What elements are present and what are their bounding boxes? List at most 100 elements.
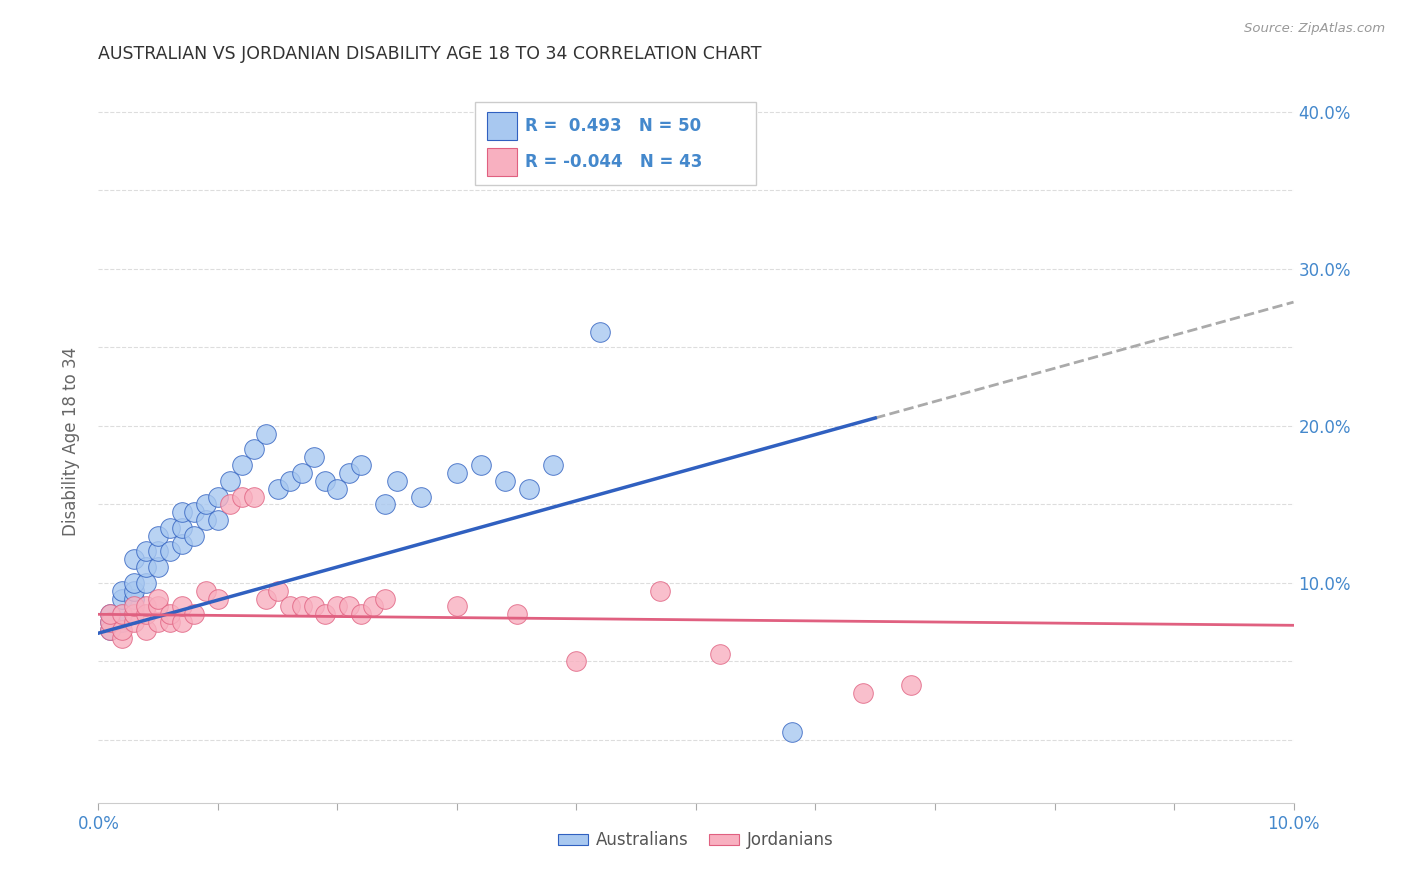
- Point: [111, 583, 134, 598]
- Point: [98, 623, 122, 637]
- Point: [650, 583, 672, 598]
- Point: [302, 450, 325, 465]
- Text: R = -0.044   N = 43: R = -0.044 N = 43: [524, 153, 703, 171]
- Point: [219, 474, 242, 488]
- Point: [326, 599, 349, 614]
- Point: [111, 631, 134, 645]
- Point: [243, 490, 266, 504]
- Point: [517, 482, 540, 496]
- Point: [159, 544, 181, 558]
- Point: [411, 490, 433, 504]
- Point: [172, 615, 194, 630]
- Point: [315, 607, 337, 622]
- Point: [159, 521, 181, 535]
- Point: [709, 647, 731, 661]
- Point: [195, 513, 218, 527]
- Point: [291, 466, 314, 480]
- Point: [385, 474, 409, 488]
- Point: [98, 607, 122, 622]
- Point: [135, 544, 157, 558]
- Point: [278, 474, 301, 488]
- Point: [254, 426, 277, 441]
- Point: [207, 513, 229, 527]
- Point: [111, 615, 134, 630]
- Point: [278, 599, 301, 614]
- Point: [267, 583, 290, 598]
- Point: [98, 615, 122, 630]
- Point: [159, 615, 181, 630]
- Point: [111, 623, 134, 637]
- Point: [374, 497, 396, 511]
- Point: [446, 466, 468, 480]
- Point: [183, 529, 205, 543]
- Point: [111, 591, 134, 606]
- Point: [98, 607, 122, 622]
- Point: [135, 607, 157, 622]
- Point: [339, 466, 361, 480]
- Point: [172, 599, 194, 614]
- Point: [124, 599, 146, 614]
- Point: [172, 505, 194, 519]
- Point: [124, 552, 146, 566]
- Point: [494, 474, 516, 488]
- Point: [254, 591, 277, 606]
- Text: R =  0.493   N = 50: R = 0.493 N = 50: [524, 117, 702, 135]
- Point: [350, 458, 373, 472]
- Point: [148, 591, 170, 606]
- Point: [195, 583, 218, 598]
- Point: [267, 482, 290, 496]
- Point: [148, 544, 170, 558]
- Point: [124, 583, 146, 598]
- Point: [589, 325, 612, 339]
- Point: [446, 599, 468, 614]
- Point: [135, 623, 157, 637]
- Point: [172, 521, 194, 535]
- Point: [541, 458, 564, 472]
- FancyBboxPatch shape: [475, 102, 756, 185]
- Point: [148, 529, 170, 543]
- Point: [124, 575, 146, 590]
- Point: [124, 607, 146, 622]
- Point: [111, 607, 134, 622]
- Point: [780, 725, 803, 739]
- Point: [219, 497, 242, 511]
- Text: Source: ZipAtlas.com: Source: ZipAtlas.com: [1244, 22, 1385, 36]
- Point: [243, 442, 266, 457]
- Point: [148, 560, 170, 574]
- Point: [159, 607, 181, 622]
- Point: [148, 615, 170, 630]
- Point: [183, 505, 205, 519]
- Point: [183, 607, 205, 622]
- Point: [195, 497, 218, 511]
- Point: [900, 678, 922, 692]
- Point: [172, 536, 194, 550]
- Point: [124, 591, 146, 606]
- Point: [363, 599, 385, 614]
- Point: [339, 599, 361, 614]
- Point: [124, 615, 146, 630]
- Point: [565, 655, 588, 669]
- Point: [135, 560, 157, 574]
- Point: [231, 490, 253, 504]
- Point: [315, 474, 337, 488]
- Bar: [486, 148, 517, 176]
- Point: [148, 599, 170, 614]
- Bar: [486, 112, 517, 139]
- Point: [852, 686, 875, 700]
- Point: [470, 458, 492, 472]
- Legend: Australians, Jordanians: Australians, Jordanians: [551, 824, 841, 856]
- Point: [374, 591, 396, 606]
- Point: [111, 607, 134, 622]
- Text: AUSTRALIAN VS JORDANIAN DISABILITY AGE 18 TO 34 CORRELATION CHART: AUSTRALIAN VS JORDANIAN DISABILITY AGE 1…: [98, 45, 762, 63]
- Point: [506, 607, 529, 622]
- Point: [98, 623, 122, 637]
- Point: [207, 591, 229, 606]
- Point: [231, 458, 253, 472]
- Point: [291, 599, 314, 614]
- Point: [326, 482, 349, 496]
- Point: [302, 599, 325, 614]
- Point: [98, 615, 122, 630]
- Point: [135, 575, 157, 590]
- Y-axis label: Disability Age 18 to 34: Disability Age 18 to 34: [62, 347, 80, 536]
- Point: [350, 607, 373, 622]
